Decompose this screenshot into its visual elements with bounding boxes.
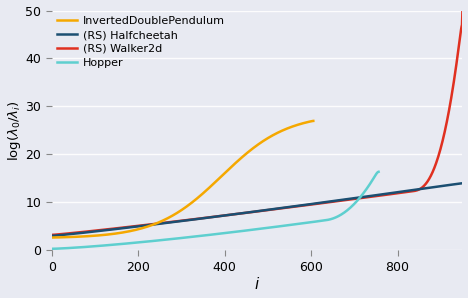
InvertedDoublePendulum <box>49 236 55 239</box>
(RS) Halfcheetah <box>389 191 395 195</box>
(RS) Walker2d <box>49 233 55 237</box>
Line: (RS) Halfcheetah: (RS) Halfcheetah <box>52 183 462 236</box>
X-axis label: $i$: $i$ <box>254 277 260 292</box>
Hopper <box>285 224 291 227</box>
InvertedDoublePendulum <box>204 188 210 192</box>
Hopper <box>251 228 257 231</box>
InvertedDoublePendulum <box>74 235 80 239</box>
(RS) Walker2d <box>454 56 460 60</box>
Hopper <box>131 241 136 245</box>
(RS) Walker2d <box>128 225 133 229</box>
(RS) Halfcheetah <box>49 234 55 238</box>
(RS) Halfcheetah <box>128 226 133 229</box>
InvertedDoublePendulum <box>310 119 316 123</box>
(RS) Walker2d <box>413 189 419 192</box>
Line: InvertedDoublePendulum: InvertedDoublePendulum <box>52 121 313 238</box>
Line: (RS) Walker2d: (RS) Walker2d <box>52 10 462 235</box>
(RS) Halfcheetah <box>383 192 388 196</box>
(RS) Walker2d <box>162 221 168 225</box>
Hopper <box>133 241 139 244</box>
InvertedDoublePendulum <box>210 183 215 187</box>
(RS) Walker2d <box>383 193 388 197</box>
Line: Hopper: Hopper <box>52 172 379 249</box>
Legend: InvertedDoublePendulum, (RS) Halfcheetah, (RS) Walker2d, Hopper: InvertedDoublePendulum, (RS) Halfcheetah… <box>55 14 227 70</box>
InvertedDoublePendulum <box>108 232 114 236</box>
InvertedDoublePendulum <box>250 146 256 150</box>
(RS) Halfcheetah <box>460 181 465 185</box>
(RS) Walker2d <box>460 9 465 12</box>
InvertedDoublePendulum <box>241 154 247 157</box>
(RS) Halfcheetah <box>413 188 419 191</box>
(RS) Halfcheetah <box>162 221 168 225</box>
(RS) Walker2d <box>389 192 395 196</box>
Hopper <box>249 228 255 232</box>
Hopper <box>376 170 381 173</box>
(RS) Halfcheetah <box>454 182 460 186</box>
Hopper <box>225 231 230 235</box>
Y-axis label: $\log(\lambda_0/\lambda_i)$: $\log(\lambda_0/\lambda_i)$ <box>6 100 22 161</box>
Hopper <box>49 247 55 251</box>
